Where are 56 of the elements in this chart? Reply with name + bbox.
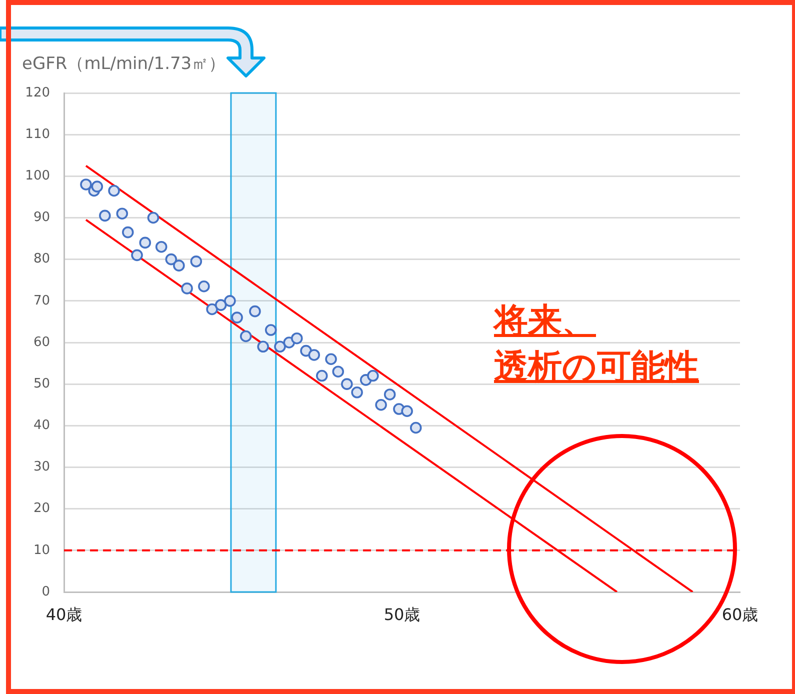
y-tick-label: 10 [33,542,50,558]
y-tick-label: 120 [25,85,50,100]
point [240,330,252,342]
y-tick-label: 70 [33,293,50,308]
point [147,212,160,224]
y-tick-label: 30 [33,460,50,475]
point [131,249,143,262]
point [332,366,344,378]
point [410,422,422,434]
point [173,260,185,272]
point [198,280,210,292]
point [91,180,104,192]
point [300,344,312,357]
point [367,370,379,382]
point [80,178,92,190]
point [249,305,261,318]
y-axis-title: eGFR（mL/min/1.73㎡） [22,53,226,75]
point [351,386,363,398]
y-tick-label: 40 [33,418,50,434]
point [224,295,236,307]
y-tick-label: 80 [33,252,50,267]
point [325,353,337,366]
point [341,378,353,390]
y-tick-label: 20 [33,501,50,516]
point [401,405,413,418]
point [116,208,128,220]
annotation: 透析の可能性 [494,347,699,387]
point [231,312,243,324]
x-tick-label: 40歳 [46,604,82,624]
point [139,236,152,249]
y-tick-label: 0 [42,584,50,600]
point [316,370,328,382]
point [165,253,178,266]
y-tick-label: 50 [33,376,50,392]
point [257,340,269,353]
point [108,184,120,197]
point [122,226,134,238]
point [264,324,277,336]
point [214,299,227,311]
point [206,303,218,316]
y-tick-label: 100 [25,168,50,184]
y-tick-label: 110 [25,126,50,142]
y-tick-label: 60 [33,334,50,350]
point [375,398,387,411]
point [190,256,202,268]
point [181,282,193,294]
point [274,340,286,353]
x-tick-label: 60歳 [722,604,758,624]
point [155,240,168,253]
point [384,388,396,400]
point [290,332,303,344]
annotation: 将来、 [494,301,596,341]
point [308,349,320,361]
y-tick-label: 90 [33,210,50,226]
point [99,210,111,222]
x-tick-label: 50歳 [384,604,420,624]
